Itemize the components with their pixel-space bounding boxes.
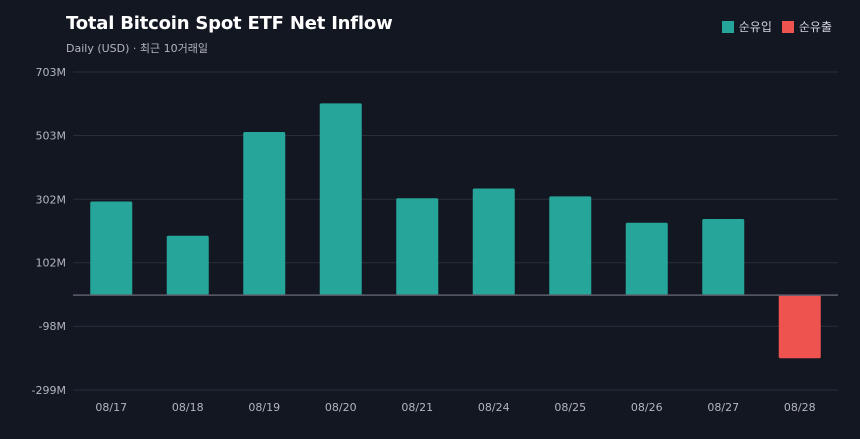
y-axis-ticks: 703M 503M 302M 102M -98M -299M (32, 66, 66, 397)
legend: 순유입 순유출 (721, 18, 832, 35)
y-tick-label: 302M (36, 193, 67, 206)
x-tick-label: 08/21 (401, 401, 433, 414)
bar-08-24[interactable] (472, 188, 515, 296)
legend-label-outflow: 순유출 (798, 20, 832, 34)
x-tick-label: 08/18 (172, 401, 204, 414)
y-tick-label: 503M (36, 129, 67, 142)
y-tick-label: 703M (36, 66, 67, 79)
x-tick-label: 08/24 (478, 401, 510, 414)
y-tick-label: -299M (32, 384, 66, 397)
y-tick-label: -98M (39, 320, 66, 333)
x-tick-label: 08/19 (248, 401, 280, 414)
x-tick-label: 08/17 (95, 401, 127, 414)
chart-title: Total Bitcoin Spot ETF Net Inflow (66, 13, 393, 34)
y-tick-label: 102M (36, 257, 67, 270)
bar-08-20[interactable] (319, 103, 362, 296)
bar-08-19[interactable] (243, 131, 286, 296)
x-tick-label: 08/28 (784, 401, 816, 414)
bar-08-17[interactable] (90, 201, 133, 296)
legend-item-outflow[interactable]: 순유출 (781, 18, 832, 35)
legend-item-inflow[interactable]: 순유입 (721, 18, 772, 35)
bar-08-27[interactable] (702, 218, 745, 296)
x-tick-label: 08/26 (631, 401, 663, 414)
chart-subtitle: Daily (USD) · 최근 10거래일 (66, 42, 208, 55)
bar-08-25[interactable] (549, 196, 592, 296)
x-axis-ticks: 08/17 08/18 08/19 08/20 08/21 08/24 08/25 08/26… (95, 401, 815, 414)
x-tick-label: 08/20 (325, 401, 357, 414)
legend-swatch-inflow (721, 20, 734, 33)
bar-08-21[interactable] (396, 198, 439, 296)
bar-08-18[interactable] (166, 235, 209, 296)
legend-swatch-outflow (781, 20, 794, 33)
x-tick-label: 08/27 (707, 401, 739, 414)
x-tick-label: 08/25 (554, 401, 586, 414)
bar-08-28[interactable] (778, 295, 821, 359)
bar-08-26[interactable] (625, 222, 668, 296)
legend-label-inflow: 순유입 (738, 20, 772, 34)
bars (90, 103, 821, 359)
